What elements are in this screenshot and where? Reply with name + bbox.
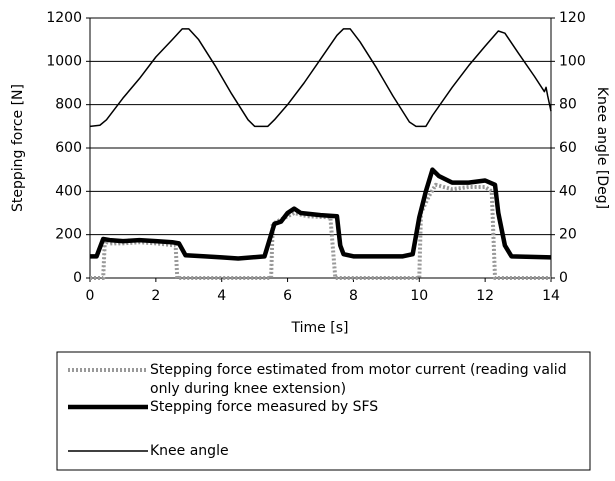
- plot-area: [89, 17, 552, 279]
- y2-tick-label: 0: [559, 270, 568, 286]
- y-tick-label: 200: [55, 227, 82, 243]
- legend-label: Stepping force estimated from motor curr…: [150, 362, 567, 397]
- series-line: [90, 167, 552, 261]
- y2-tick-label: 60: [559, 140, 577, 156]
- x-tick-label: 0: [86, 288, 95, 304]
- series-line: [89, 28, 552, 128]
- y2-tick-label: 100: [559, 53, 586, 69]
- x-tick-label: 4: [217, 288, 226, 304]
- y-tick-label: 400: [55, 183, 82, 199]
- y-tick-label: 800: [55, 97, 82, 113]
- y-tick-label: 1000: [46, 53, 82, 69]
- y2-axis-label: Knee angle [Deg]: [594, 87, 610, 209]
- x-tick-label: 12: [476, 288, 494, 304]
- y-tick-label: 1200: [46, 10, 82, 26]
- y2-tick-label: 120: [559, 10, 586, 26]
- legend-label: Knee angle: [150, 443, 229, 459]
- x-tick-label: 14: [542, 288, 560, 304]
- y2-tick-label: 40: [559, 183, 577, 199]
- y2-tick-label: 80: [559, 97, 577, 113]
- y-tick-label: 0: [73, 270, 82, 286]
- series-line-dots: [90, 184, 551, 279]
- x-tick-label: 2: [151, 288, 160, 304]
- x-tick-label: 10: [410, 288, 428, 304]
- legend-label: Stepping force measured by SFS: [150, 399, 379, 415]
- x-tick-label: 6: [283, 288, 292, 304]
- x-tick-label: 8: [349, 288, 358, 304]
- y-tick-label: 600: [55, 140, 82, 156]
- x-axis-label: Time [s]: [291, 320, 349, 336]
- series-line: [90, 182, 551, 280]
- y2-tick-label: 20: [559, 227, 577, 243]
- y-axis-label: Stepping force [N]: [10, 84, 26, 212]
- legend-box: [56, 351, 591, 471]
